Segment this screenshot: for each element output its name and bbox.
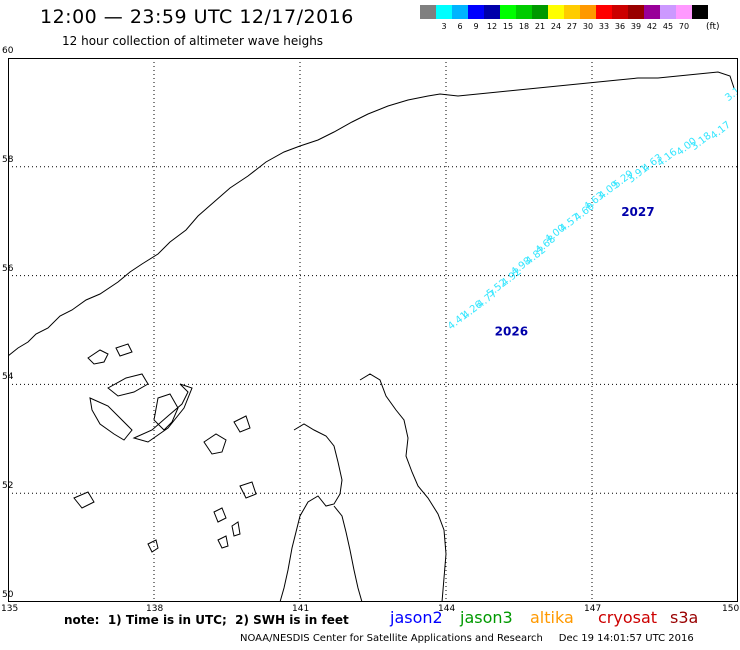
color-legend-swatch [676, 5, 692, 19]
color-legend-label: 6 [457, 22, 463, 31]
color-legend-label: 15 [502, 22, 514, 31]
latitude-tick-label: 60 [2, 46, 14, 56]
longitude-tick-label: 135 [1, 604, 19, 614]
coastline-inland-bay [73, 415, 257, 553]
color-legend-label: 9 [473, 22, 479, 31]
color-legend-swatch [436, 5, 452, 19]
color-legend-swatch [532, 5, 548, 19]
latitude-tick-label: 52 [2, 481, 14, 492]
color-legend-swatch [468, 5, 484, 19]
color-legend-swatch [548, 5, 564, 19]
wave-height-value: 4.17 [709, 120, 733, 142]
map-area: 4.41 4.26 4.77 5.52 4.92 4.98 4.82 4.68 4.00 4.57… [8, 58, 738, 602]
color-legend-label: 33 [598, 22, 610, 31]
pass-id-label: 2026 [495, 324, 528, 338]
map-frame [8, 58, 738, 602]
color-legend-swatch [420, 5, 436, 19]
graticule [8, 58, 738, 602]
color-legend-label: 12 [486, 22, 498, 31]
longitude-tick-label: 144 [438, 604, 456, 614]
color-legend-unit: (ft) [706, 22, 720, 32]
color-legend-label [420, 22, 436, 31]
satellite-legend-cryosat: cryosat [598, 608, 658, 627]
coastline-sakhalin [359, 373, 447, 602]
credit-line: NOAA/NESDIS Center for Satellite Applica… [240, 633, 694, 644]
color-legend-swatch [484, 5, 500, 19]
pass-labels: 2026 2027 [495, 205, 655, 339]
color-legend-swatch [516, 5, 532, 19]
latitude-tick-label: 50 [2, 590, 14, 600]
color-legend-label: 45 [662, 22, 674, 31]
coastline [8, 71, 735, 602]
map-canvas: 4.414.264.775.524.924.984.824.684.004.57… [8, 58, 738, 602]
satellite-legend-jason2: jason2 [390, 608, 443, 627]
coastline-okhotsk-north [8, 71, 735, 357]
latitude-tick-label: 56 [2, 263, 14, 274]
latitude-tick-label: 54 [2, 372, 14, 383]
coastline-tatar-west [279, 423, 343, 602]
color-legend-swatch [644, 5, 660, 19]
pass-id-label: 2027 [621, 205, 654, 219]
color-legend-label: 70 [678, 22, 690, 31]
satellite-legend-altika: altika [530, 608, 574, 627]
color-legend-swatch [628, 5, 644, 19]
color-legend-label: 3 [441, 22, 447, 31]
satellite-legend-s3a: s3a [670, 608, 699, 627]
color-legend-label: 24 [550, 22, 562, 31]
color-legend-labels: 3 6 9 12 15 18 21 24 27 30 33 36 39 42 45 70 [420, 22, 708, 31]
color-legend-swatch [580, 5, 596, 19]
longitude-tick-label: 147 [584, 604, 602, 614]
color-legend-label: 30 [582, 22, 594, 31]
coastline-shantar-area [87, 343, 193, 443]
color-legend-swatches [420, 5, 708, 19]
coastline-sakhalin-west [333, 505, 363, 602]
footer-note: note: 1) Time is in UTC; 2) SWH is in fe… [64, 613, 349, 627]
color-legend-swatch [500, 5, 516, 19]
color-legend-swatch [612, 5, 628, 19]
page-title: 12:00 — 23:59 UTC 12/17/2016 [40, 6, 354, 28]
satellite-legend-jason3: jason3 [460, 608, 513, 627]
color-legend-label: 27 [566, 22, 578, 31]
color-legend-swatch [692, 5, 708, 19]
color-legend-swatch [660, 5, 676, 19]
page-subtitle: 12 hour collection of altimeter wave hei… [62, 34, 324, 48]
wave-height-value: 3.1 [723, 85, 738, 103]
latitude-tick-label: 58 [2, 154, 14, 165]
color-legend-label: 21 [534, 22, 546, 31]
color-legend-swatch [596, 5, 612, 19]
color-legend-label: 42 [646, 22, 658, 31]
longitude-tick-label: 138 [146, 604, 164, 614]
color-legend-swatch [452, 5, 468, 19]
longitude-tick-label: 141 [292, 604, 310, 614]
color-legend-swatch [564, 5, 580, 19]
longitude-tick-label: 150 [722, 604, 740, 614]
color-legend: 3 6 9 12 15 18 21 24 27 30 33 36 39 42 45 70 [420, 5, 708, 31]
color-legend-label: 36 [614, 22, 626, 31]
color-legend-label: 18 [518, 22, 530, 31]
color-legend-label: 39 [630, 22, 642, 31]
